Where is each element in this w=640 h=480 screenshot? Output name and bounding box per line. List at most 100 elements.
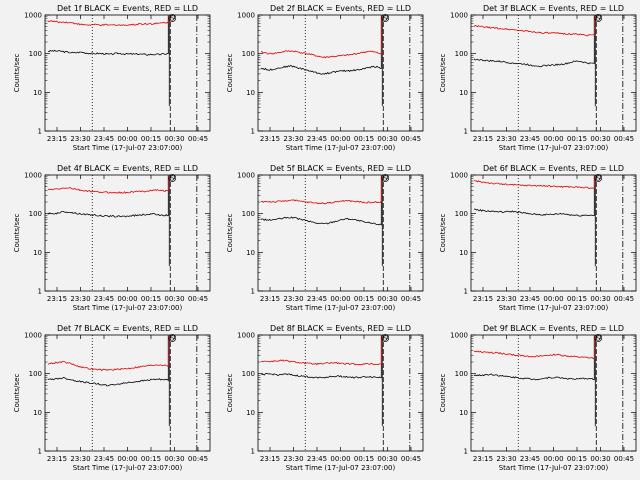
- x-tick-label: 23:15: [260, 295, 280, 303]
- y-axis-label: Counts/sec: [13, 214, 21, 253]
- spike-label: S: [170, 15, 175, 23]
- y-tick-label: 1000: [450, 172, 468, 180]
- series-events-line: [260, 175, 382, 226]
- y-tick-label: 1000: [237, 172, 255, 180]
- spike-label: S: [170, 335, 175, 343]
- chart-title: Det 7f BLACK = Events, RED = LLD: [57, 324, 198, 333]
- spike-marker-circle: [594, 334, 603, 342]
- x-tick-label: 00:00: [543, 135, 563, 143]
- x-tick-label: 00:45: [188, 455, 208, 463]
- y-tick-label: 1: [251, 128, 255, 136]
- series-events-line: [473, 335, 595, 381]
- x-tick-label: 00:15: [567, 135, 587, 143]
- x-axis-label: Start Time (17-Jul-07 23:07:00): [286, 144, 396, 152]
- x-axis-label: Start Time (17-Jul-07 23:07:00): [286, 304, 396, 312]
- y-tick-label: 1: [464, 128, 468, 136]
- x-tick-label: 00:00: [117, 455, 137, 463]
- x-tick-label: 00:15: [141, 135, 161, 143]
- y-tick-label: 1: [38, 288, 42, 296]
- series-lld-line: [260, 175, 382, 205]
- y-tick-label: 1: [38, 128, 42, 136]
- y-tick-label: 100: [455, 210, 468, 218]
- plot-frame: [257, 14, 424, 132]
- chart-title: Det 9f BLACK = Events, RED = LLD: [483, 324, 624, 333]
- x-axis-label: Start Time (17-Jul-07 23:07:00): [499, 304, 609, 312]
- series-lld-line: [47, 15, 169, 27]
- x-axis-label: Start Time (17-Jul-07 23:07:00): [73, 144, 183, 152]
- x-tick-label: 23:45: [307, 295, 327, 303]
- series-events-line: [473, 175, 595, 217]
- spike-marker-circle: [168, 174, 177, 182]
- x-tick-label: 23:30: [496, 455, 516, 463]
- spike-label: S: [596, 335, 601, 343]
- chart-panel-7: Det 7f BLACK = Events, RED = LLD 1 10 100 10…: [13, 324, 211, 472]
- y-tick-label: 10: [246, 249, 255, 257]
- y-tick-label: 10: [246, 409, 255, 417]
- y-tick-label: 1: [464, 288, 468, 296]
- x-tick-label: 23:30: [496, 135, 516, 143]
- series-lld-line: [473, 335, 595, 360]
- spike-label: S: [596, 175, 601, 183]
- x-tick-label: 00:30: [164, 295, 184, 303]
- y-axis-label: Counts/sec: [226, 54, 234, 93]
- plot-frame: [44, 14, 211, 132]
- x-tick-label: 23:15: [47, 295, 67, 303]
- x-tick-label: 23:15: [47, 135, 67, 143]
- y-tick-label: 1: [38, 448, 42, 456]
- spike-marker-circle: [168, 334, 177, 342]
- y-tick-label: 1: [251, 288, 255, 296]
- plot-frame: [470, 174, 637, 292]
- chart-panel-6: Det 6f BLACK = Events, RED = LLD 1 10 100 10…: [439, 164, 637, 312]
- y-axis-label: Counts/sec: [13, 54, 21, 93]
- chart-title: Det 2f BLACK = Events, RED = LLD: [270, 4, 411, 13]
- y-tick-label: 1000: [24, 12, 42, 20]
- y-tick-label: 100: [29, 210, 42, 218]
- y-axis-label: Counts/sec: [13, 374, 21, 413]
- chart-title: Det 5f BLACK = Events, RED = LLD: [270, 164, 411, 173]
- x-tick-label: 00:00: [330, 455, 350, 463]
- y-tick-label: 1000: [450, 12, 468, 20]
- x-tick-label: 00:15: [141, 455, 161, 463]
- chart-panel-5: Det 5f BLACK = Events, RED = LLD 1 10 100 10…: [226, 164, 424, 312]
- y-tick-label: 10: [459, 249, 468, 257]
- x-tick-label: 00:00: [543, 295, 563, 303]
- x-tick-label: 00:30: [377, 135, 397, 143]
- y-tick-label: 100: [29, 50, 42, 58]
- series-events-line: [47, 175, 169, 218]
- chart-panel-1: Det 1f BLACK = Events, RED = LLD 1 10 100 10…: [13, 4, 211, 152]
- series-lld-line: [473, 175, 595, 190]
- series-events-line: [260, 15, 382, 75]
- chart-panel-8: Det 8f BLACK = Events, RED = LLD 1 10 100 10…: [226, 324, 424, 472]
- x-tick-label: 00:45: [401, 135, 421, 143]
- x-tick-label: 23:30: [70, 135, 90, 143]
- y-tick-label: 1000: [24, 332, 42, 340]
- series-lld-line: [260, 335, 382, 366]
- x-tick-label: 23:30: [70, 295, 90, 303]
- spike-marker-circle: [168, 14, 177, 22]
- y-axis-label: Counts/sec: [439, 214, 447, 253]
- x-tick-label: 23:30: [283, 135, 303, 143]
- y-tick-label: 1: [464, 448, 468, 456]
- x-tick-label: 00:15: [567, 295, 587, 303]
- y-tick-label: 10: [33, 89, 42, 97]
- y-tick-label: 1: [251, 448, 255, 456]
- series-events-line: [48, 15, 169, 56]
- x-tick-label: 23:45: [307, 455, 327, 463]
- series-events-line: [473, 15, 595, 68]
- spike-label: S: [170, 175, 175, 183]
- spike-label: S: [383, 15, 388, 23]
- chart-title: Det 3f BLACK = Events, RED = LLD: [483, 4, 624, 13]
- x-tick-label: 00:30: [590, 295, 610, 303]
- x-tick-label: 00:15: [354, 295, 374, 303]
- x-tick-label: 00:45: [614, 295, 634, 303]
- x-tick-label: 23:45: [520, 295, 540, 303]
- x-tick-label: 23:15: [47, 455, 67, 463]
- x-axis-label: Start Time (17-Jul-07 23:07:00): [73, 464, 183, 472]
- y-tick-label: 10: [459, 409, 468, 417]
- x-tick-label: 23:15: [473, 455, 493, 463]
- series-events-line: [47, 335, 169, 387]
- x-tick-label: 00:30: [164, 135, 184, 143]
- chart-panel-9: Det 9f BLACK = Events, RED = LLD 1 10 100 10…: [439, 324, 637, 472]
- chart-panel-2: Det 2f BLACK = Events, RED = LLD 1 10 100 10…: [226, 4, 424, 152]
